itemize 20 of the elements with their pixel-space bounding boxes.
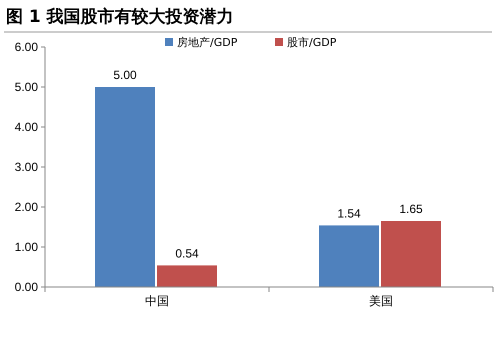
x-tick-label: 美国 bbox=[369, 294, 393, 308]
legend-label: 房地产/GDP bbox=[177, 36, 238, 49]
data-label: 5.00 bbox=[113, 68, 137, 82]
y-tick-label: 5.00 bbox=[14, 80, 38, 94]
x-tick-label: 中国 bbox=[145, 294, 169, 308]
chart-title: 图 1 我国股市有较大投资潜力 bbox=[6, 7, 234, 27]
y-tick-label: 1.00 bbox=[14, 240, 38, 254]
y-tick-label: 2.00 bbox=[14, 200, 38, 214]
y-tick-label: 3.00 bbox=[14, 160, 38, 174]
bar bbox=[319, 225, 379, 287]
legend-label: 股市/GDP bbox=[287, 36, 337, 49]
y-tick-label: 6.00 bbox=[14, 40, 38, 54]
y-tick-label: 0.00 bbox=[14, 280, 38, 294]
data-label: 1.65 bbox=[399, 202, 423, 216]
data-label: 0.54 bbox=[175, 246, 199, 260]
bar bbox=[381, 221, 441, 287]
bar bbox=[95, 87, 155, 287]
y-tick-label: 4.00 bbox=[14, 120, 38, 134]
bar bbox=[157, 265, 217, 287]
data-label: 1.54 bbox=[337, 206, 361, 220]
